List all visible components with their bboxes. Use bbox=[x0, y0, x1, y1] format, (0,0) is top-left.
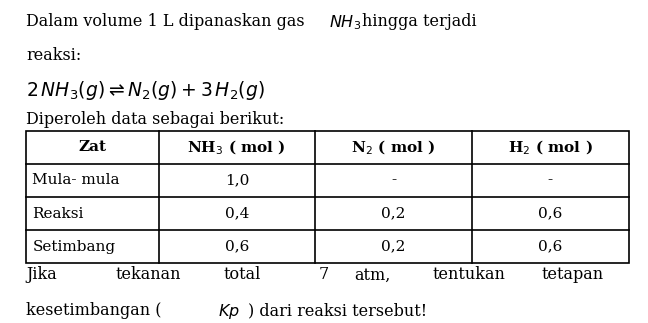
Text: Dalam volume 1 L dipanaskan gas: Dalam volume 1 L dipanaskan gas bbox=[26, 13, 310, 30]
Text: 0,6: 0,6 bbox=[538, 240, 562, 254]
Text: H$_2$ ( mol ): H$_2$ ( mol ) bbox=[508, 138, 593, 157]
Text: $2\,\mathit{NH}_3(g) \rightleftharpoons \mathit{N}_2(g) + 3\,\mathit{H}_2(g)$: $2\,\mathit{NH}_3(g) \rightleftharpoons … bbox=[26, 79, 265, 102]
Text: $\mathit{Kp}$: $\mathit{Kp}$ bbox=[218, 302, 240, 321]
Text: NH$_3$ ( mol ): NH$_3$ ( mol ) bbox=[187, 138, 286, 157]
Text: N$_2$ ( mol ): N$_2$ ( mol ) bbox=[351, 138, 435, 157]
Text: tentukan: tentukan bbox=[433, 266, 505, 284]
Text: 0,2: 0,2 bbox=[381, 240, 406, 254]
Text: tetapan: tetapan bbox=[541, 266, 603, 284]
Text: Zat: Zat bbox=[78, 141, 106, 154]
Text: Diperoleh data sebagai berikut:: Diperoleh data sebagai berikut: bbox=[26, 111, 284, 129]
Text: Jika: Jika bbox=[26, 266, 56, 284]
Text: Reaksi: Reaksi bbox=[32, 207, 84, 221]
Text: -: - bbox=[391, 173, 396, 187]
Text: hingga terjadi: hingga terjadi bbox=[362, 13, 476, 30]
Text: 1,0: 1,0 bbox=[225, 173, 249, 187]
Text: 0,6: 0,6 bbox=[225, 240, 249, 254]
Text: Setimbang: Setimbang bbox=[32, 240, 115, 254]
Text: ) dari reaksi tersebut!: ) dari reaksi tersebut! bbox=[248, 302, 427, 319]
Text: kesetimbangan (: kesetimbangan ( bbox=[26, 302, 161, 319]
Text: 0,4: 0,4 bbox=[225, 207, 249, 221]
Bar bbox=[26, 131, 629, 263]
Text: -: - bbox=[548, 173, 553, 187]
Text: 0,2: 0,2 bbox=[381, 207, 406, 221]
Text: atm,: atm, bbox=[354, 266, 391, 284]
Text: 0,6: 0,6 bbox=[538, 207, 562, 221]
Text: tekanan: tekanan bbox=[115, 266, 181, 284]
Text: 7: 7 bbox=[319, 266, 329, 284]
Text: $\mathit{NH}_3$: $\mathit{NH}_3$ bbox=[329, 13, 362, 32]
Text: Mula- mula: Mula- mula bbox=[32, 173, 120, 187]
Text: total: total bbox=[224, 266, 261, 284]
Text: reaksi:: reaksi: bbox=[26, 47, 81, 64]
